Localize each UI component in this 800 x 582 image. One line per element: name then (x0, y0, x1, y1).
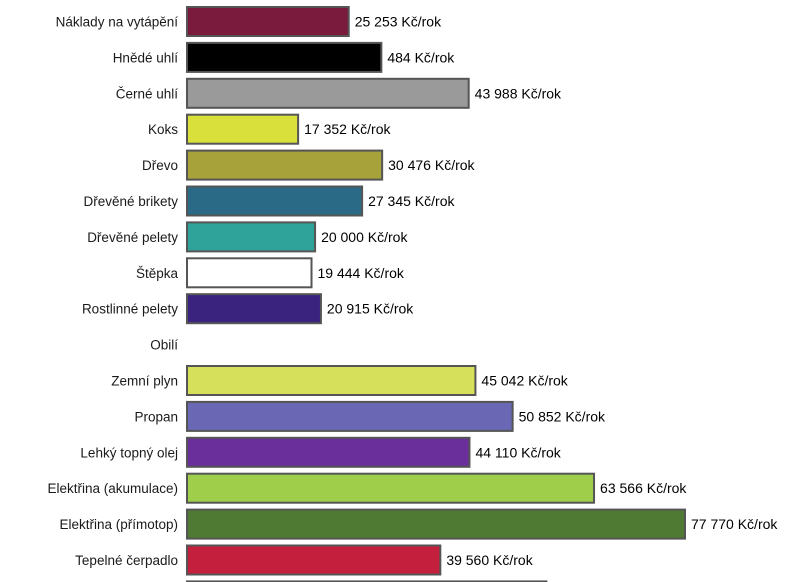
category-label: Štěpka (136, 266, 179, 281)
bars-layer: Náklady na vytápění 25 253 Kč/rok Hnědé uh… (47, 6, 778, 582)
bar (186, 400, 514, 432)
bar (186, 544, 442, 576)
bar (186, 6, 350, 37)
category-label: Dřevěné brikety (83, 194, 178, 209)
category-label: Hnědé uhlí (113, 50, 179, 65)
value-label: 63 566 Kč/rok (600, 480, 687, 496)
value-label: 17 352 Kč/rok (304, 121, 391, 137)
category-label: Černé uhlí (116, 86, 179, 101)
value-label: 30 476 Kč/rok (388, 157, 475, 173)
bar (186, 436, 471, 468)
bar (186, 149, 384, 181)
bar (186, 257, 313, 289)
category-label: Lehký topný olej (80, 445, 178, 460)
category-label: Tepelné čerpadlo (75, 553, 178, 568)
category-label: Obilí (150, 338, 178, 353)
bar (186, 113, 300, 145)
value-label: 50 852 Kč/rok (519, 408, 606, 424)
value-label: 27 345 Kč/rok (368, 193, 455, 209)
category-label: Dřevo (142, 158, 178, 173)
value-label: 25 253 Kč/rok (355, 14, 442, 30)
bar (186, 293, 322, 325)
category-label: Propan (134, 409, 178, 424)
value-label: 484 Kč/rok (387, 49, 455, 65)
bar (186, 365, 477, 396)
bar (186, 221, 317, 253)
category-label: Zemní plyn (111, 374, 178, 389)
bar (186, 185, 364, 217)
value-label: 43 988 Kč/rok (475, 85, 562, 101)
value-label: 44 110 Kč/rok (475, 444, 561, 460)
bar (186, 508, 686, 540)
category-label: Rostlinné pelety (82, 302, 178, 317)
category-label: Náklady na vytápění (56, 15, 179, 30)
category-label: Elektřina (přímotop) (59, 517, 178, 532)
value-label: 39 560 Kč/rok (446, 552, 533, 568)
value-label: 45 042 Kč/rok (481, 373, 568, 389)
value-label: 20 915 Kč/rok (327, 301, 414, 317)
value-label: 77 770 Kč/rok (691, 516, 778, 532)
value-label: 19 444 Kč/rok (318, 265, 405, 281)
category-label: Dřevěné pelety (87, 230, 178, 245)
category-label: Koks (148, 122, 178, 137)
bar (186, 41, 383, 73)
bar (186, 77, 470, 109)
value-label: 20 000 Kč/rok (321, 229, 408, 245)
bar (186, 472, 596, 504)
category-label: Elektřina (akumulace) (47, 481, 178, 496)
